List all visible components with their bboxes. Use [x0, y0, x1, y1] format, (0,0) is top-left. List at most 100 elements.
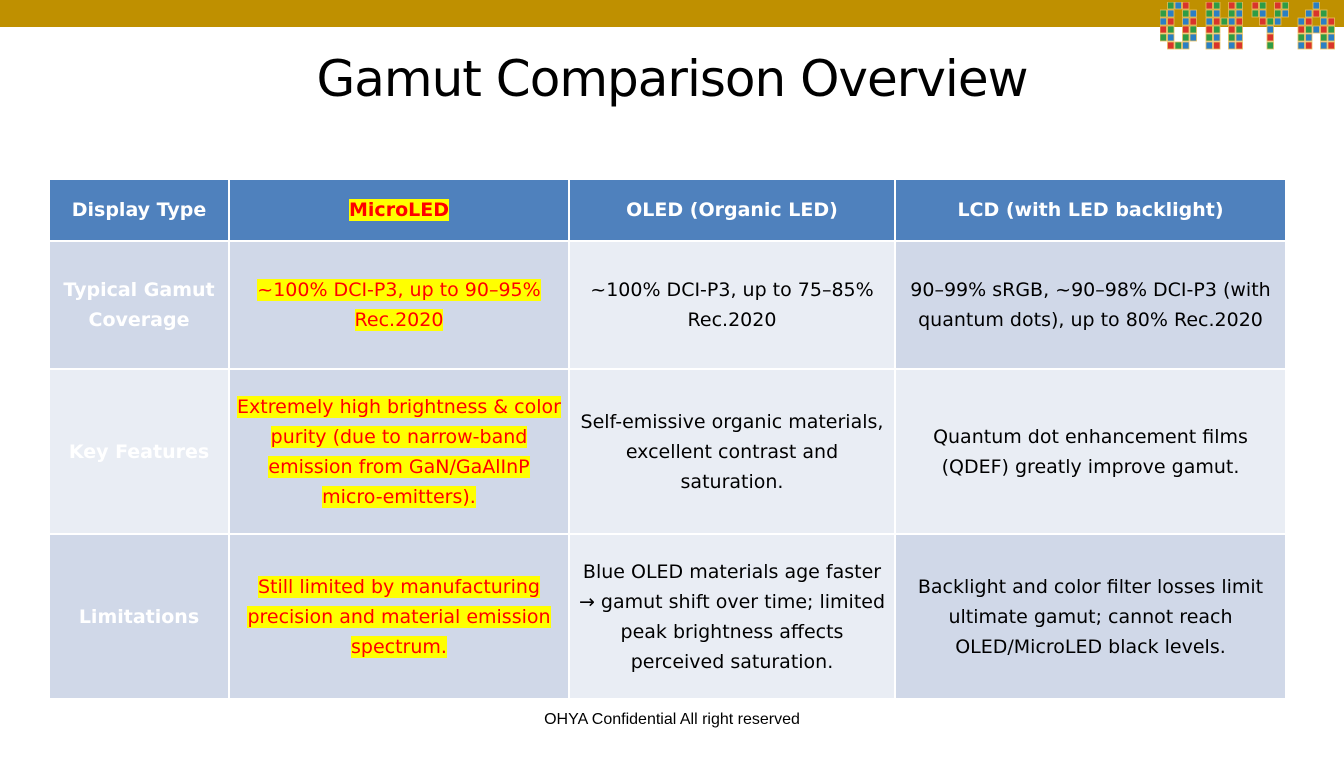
logo-pixel [1182, 2, 1190, 10]
logo-pixel [1327, 33, 1335, 42]
logo-pixel [1297, 33, 1305, 42]
lcd-cell: 90–99% sRGB, ~90–98% DCI-P3 (with quantu… [894, 240, 1287, 370]
logo-pixel [1228, 41, 1236, 50]
table-header-row: Display Type MicroLED OLED (Organic LED)… [48, 178, 1287, 242]
logo-pixel [1189, 17, 1197, 26]
footer-confidential: OHYA Confidential All right reserved [544, 711, 800, 728]
logo-pixel [1320, 9, 1328, 18]
logo-pixel [1274, 17, 1282, 26]
logo-pixel [1205, 33, 1213, 42]
logo-pixel [1259, 17, 1267, 26]
oled-cell: Self-emissive organic materials, excelle… [568, 368, 896, 535]
logo-pixel [1320, 33, 1328, 42]
logo-pixel [1274, 9, 1282, 18]
logo-pixel [1228, 9, 1236, 18]
logo-pixel [1213, 17, 1221, 26]
header-microled-label: MicroLED [349, 199, 449, 221]
logo-pixel [1305, 41, 1313, 50]
header-oled: OLED (Organic LED) [568, 178, 896, 242]
logo-pixel [1228, 2, 1236, 10]
table-row: Limitations Still limited by manufacturi… [48, 533, 1287, 700]
logo-pixel [1189, 33, 1197, 42]
logo-pixel [1182, 17, 1190, 26]
logo-pixel [1297, 41, 1305, 50]
logo-pixel [1205, 17, 1213, 26]
logo-pixel [1174, 2, 1182, 10]
logo-pixel [1305, 25, 1313, 34]
top-accent-bar [0, 0, 1344, 27]
logo-pixel [1327, 41, 1335, 50]
logo-pixel [1235, 41, 1243, 50]
logo-pixel [1213, 2, 1221, 10]
logo-pixel [1220, 17, 1228, 26]
logo-pixel [1160, 25, 1167, 34]
oled-cell: Blue OLED materials age faster → gamut s… [568, 533, 896, 700]
logo-pixel [1235, 25, 1243, 34]
logo-pixel [1228, 17, 1236, 26]
logo-pixel [1235, 33, 1243, 42]
logo-pixel [1259, 9, 1267, 18]
logo-pixel [1281, 9, 1289, 18]
logo-pixel [1251, 9, 1259, 18]
logo-pixel [1189, 9, 1197, 18]
logo-pixel [1205, 41, 1213, 50]
header-display-type: Display Type [48, 178, 230, 242]
microled-text: Extremely high brightness & color purity… [237, 395, 561, 508]
logo-pixel [1182, 33, 1190, 42]
logo-pixel [1167, 9, 1175, 18]
logo-pixel [1167, 2, 1175, 10]
logo-pixel [1182, 25, 1190, 34]
logo-pixel [1297, 17, 1305, 26]
logo-pixel [1182, 41, 1190, 50]
logo-pixel [1281, 2, 1289, 10]
logo-pixel [1228, 33, 1236, 42]
logo-pixel [1305, 17, 1313, 26]
logo-pixel [1305, 9, 1313, 18]
logo-pixel [1327, 17, 1335, 26]
logo-pixel [1160, 17, 1167, 26]
logo-pixel [1251, 2, 1259, 10]
logo-pixel [1167, 33, 1175, 42]
slide-title: Gamut Comparison Overview [316, 50, 1029, 108]
logo-pixel [1266, 41, 1274, 50]
logo-pixel [1312, 25, 1320, 34]
logo-pixel [1167, 41, 1175, 50]
logo-pixel [1160, 9, 1167, 18]
lcd-cell: Backlight and color filter losses limit … [894, 533, 1287, 700]
row-label: Typical Gamut Coverage [48, 240, 230, 370]
logo-pixel [1320, 41, 1328, 50]
logo-pixel [1205, 9, 1213, 18]
row-label: Limitations [48, 533, 230, 700]
logo-pixel [1205, 25, 1213, 34]
logo-pixel [1213, 41, 1221, 50]
logo-pixel [1213, 9, 1221, 18]
logo-pixel [1167, 17, 1175, 26]
table-row: Typical Gamut Coverage ~100% DCI-P3, up … [48, 240, 1287, 370]
logo-pixel [1235, 2, 1243, 10]
microled-text: Still limited by manufacturing precision… [247, 575, 551, 658]
microled-cell: Still limited by manufacturing precision… [228, 533, 570, 700]
logo-pixel [1266, 25, 1274, 34]
logo-pixel [1259, 2, 1267, 10]
logo-pixel [1174, 41, 1182, 50]
logo-pixel [1266, 33, 1274, 42]
table-row: Key Features Extremely high brightness &… [48, 368, 1287, 535]
logo-pixel [1213, 25, 1221, 34]
microled-cell: ~100% DCI-P3, up to 90–95% Rec.2020 [228, 240, 570, 370]
logo-pixel [1182, 9, 1190, 18]
logo-pixel [1305, 33, 1313, 42]
microled-text: ~100% DCI-P3, up to 90–95% Rec.2020 [257, 279, 541, 331]
logo-pixel [1167, 25, 1175, 34]
ohya-logo [1160, 2, 1335, 50]
microled-cell: Extremely high brightness & color purity… [228, 368, 570, 535]
logo-pixel [1320, 25, 1328, 34]
header-lcd: LCD (with LED backlight) [894, 178, 1287, 242]
logo-pixel [1228, 25, 1236, 34]
header-microled: MicroLED [228, 178, 570, 242]
oled-cell: ~100% DCI-P3, up to 75–85% Rec.2020 [568, 240, 896, 370]
logo-pixel [1205, 2, 1213, 10]
row-label: Key Features [48, 368, 230, 535]
lcd-cell: Quantum dot enhancement films (QDEF) gre… [894, 368, 1287, 535]
logo-pixel [1235, 9, 1243, 18]
logo-pixel [1189, 25, 1197, 34]
